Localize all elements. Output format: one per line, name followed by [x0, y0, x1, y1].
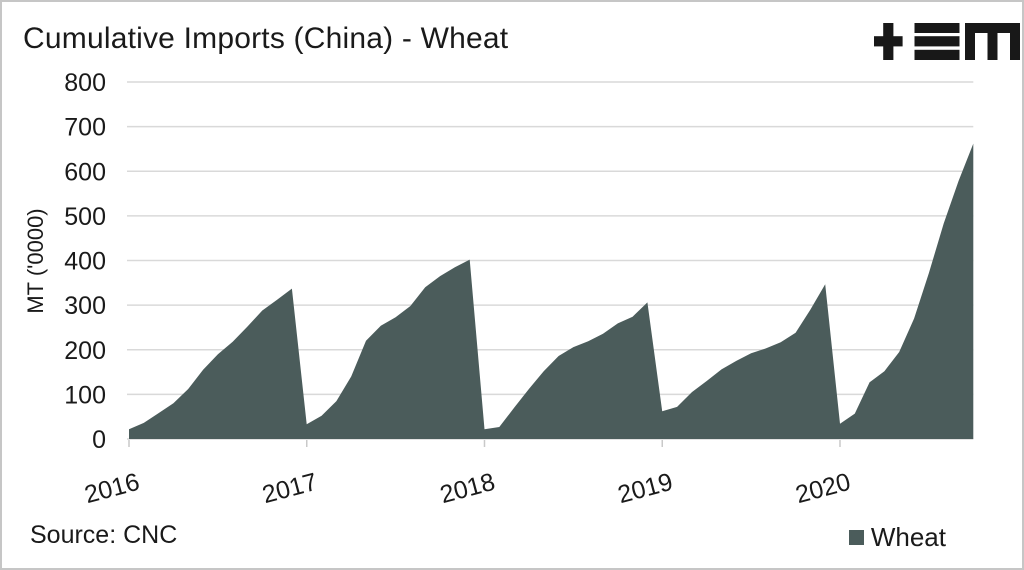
area-series-wheat [129, 143, 974, 439]
y-tick-label: 0 [92, 426, 106, 454]
chart-title: Cumulative Imports (China) - Wheat [23, 22, 509, 55]
source-label: Source: CNC [30, 521, 178, 549]
logo-plus-icon [874, 23, 903, 60]
x-tick-label: 2017 [259, 468, 320, 509]
y-tick-label: 600 [64, 158, 106, 186]
y-tick-label: 200 [64, 337, 106, 365]
y-tick-label: 700 [64, 114, 106, 142]
x-tick-label: 2018 [437, 468, 498, 509]
y-axis-title: MT ('0000) [23, 208, 48, 313]
logo-bars-icon [914, 23, 960, 60]
y-tick-label: 400 [64, 248, 106, 276]
x-tick-label: 2019 [615, 468, 676, 509]
x-tick-label: 2016 [82, 468, 143, 509]
y-tick-label: 500 [64, 203, 106, 231]
y-tick-label: 100 [64, 381, 106, 409]
legend-swatch-wheat [848, 530, 864, 545]
logo-m-icon [965, 23, 1020, 60]
legend: Wheat [848, 522, 946, 553]
y-tick-label: 300 [64, 292, 106, 320]
x-tick-label: 2020 [793, 468, 854, 509]
tem-logo [874, 23, 1020, 60]
y-tick-label: 800 [64, 69, 106, 97]
legend-label-wheat: Wheat [870, 522, 946, 552]
